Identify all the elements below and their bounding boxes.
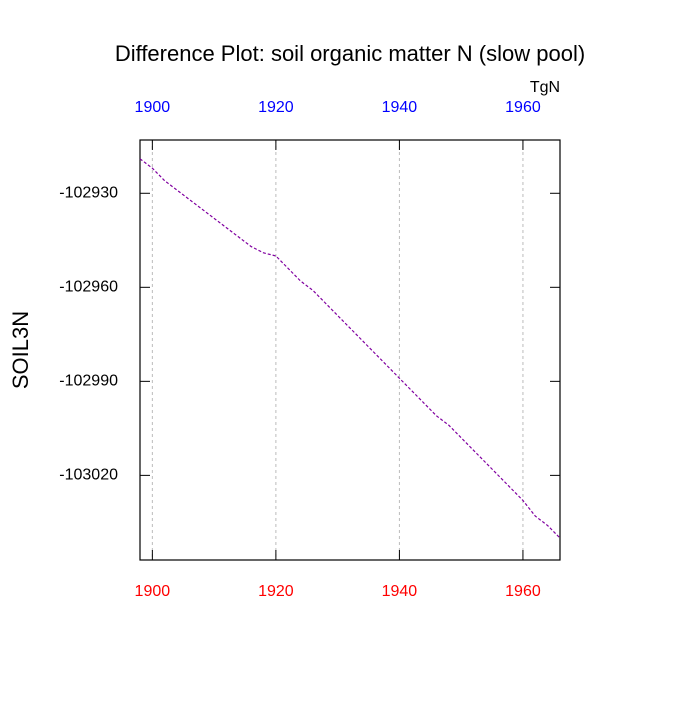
x-top-tick-label: 1960 — [505, 99, 541, 116]
chart-title: Difference Plot: soil organic matter N (… — [115, 41, 585, 66]
x-top-tick-label: 1940 — [382, 99, 418, 116]
plot-frame — [139, 139, 561, 561]
x-tick-label: 1920 — [258, 583, 294, 600]
y-tick-label: -103020 — [59, 467, 118, 484]
units-label: TgN — [530, 79, 560, 96]
y-tick-label: -102990 — [59, 373, 118, 390]
data-line — [139, 158, 561, 539]
x-tick-label: 1940 — [382, 583, 418, 600]
y-tick-label: -102930 — [59, 185, 118, 202]
y-axis-label: SOIL3N — [8, 311, 33, 389]
y-tick-label: -102960 — [59, 279, 118, 296]
x-top-tick-label: 1920 — [258, 99, 294, 116]
x-tick-label: 1900 — [135, 583, 171, 600]
x-top-tick-label: 1900 — [135, 99, 171, 116]
x-tick-label: 1960 — [505, 583, 541, 600]
